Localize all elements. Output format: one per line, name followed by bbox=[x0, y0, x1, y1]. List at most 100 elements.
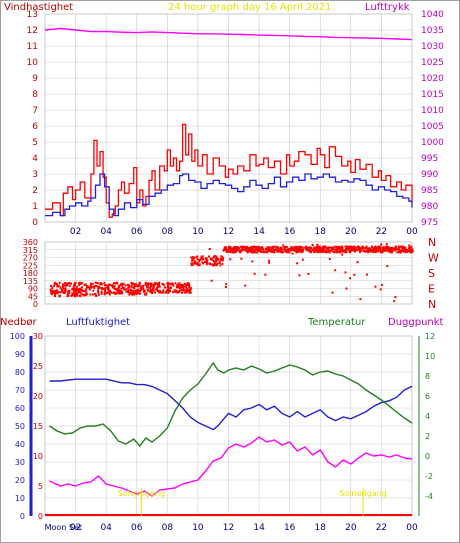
direction-point bbox=[341, 245, 343, 248]
direction-point bbox=[269, 248, 271, 251]
direction-point bbox=[142, 287, 145, 290]
climate-time-tick-label: 16 bbox=[284, 523, 296, 533]
direction-point bbox=[200, 257, 203, 260]
direction-point bbox=[60, 288, 63, 291]
direction-point bbox=[401, 248, 404, 251]
direction-point bbox=[253, 251, 255, 254]
rain-tick-label: 15 bbox=[33, 422, 43, 431]
direction-point bbox=[372, 247, 375, 250]
temperature-tick-label: 10 bbox=[425, 352, 435, 361]
direction-point bbox=[322, 250, 325, 253]
direction-point bbox=[401, 246, 404, 248]
direction-point bbox=[126, 287, 129, 290]
direction-point bbox=[131, 293, 134, 296]
direction-point bbox=[296, 247, 299, 250]
direction-point bbox=[406, 250, 408, 253]
direction-point bbox=[296, 262, 299, 265]
direction-point bbox=[117, 287, 120, 290]
direction-point bbox=[389, 247, 392, 250]
direction-point bbox=[108, 283, 111, 286]
direction-point bbox=[103, 291, 106, 294]
direction-point bbox=[152, 288, 154, 290]
rain-axis-title: Nedbør bbox=[0, 317, 37, 328]
direction-point bbox=[93, 285, 96, 288]
direction-point bbox=[139, 290, 142, 293]
direction-point bbox=[393, 300, 396, 303]
direction-point bbox=[367, 251, 370, 254]
direction-point bbox=[234, 251, 237, 253]
direction-point bbox=[139, 282, 142, 285]
direction-point bbox=[347, 245, 350, 248]
wind-time-tick-label: 04 bbox=[100, 227, 112, 237]
rain-tick-label: 0 bbox=[38, 512, 43, 521]
direction-point bbox=[394, 296, 397, 299]
direction-point bbox=[236, 249, 239, 252]
direction-point bbox=[256, 246, 259, 249]
direction-point bbox=[243, 246, 246, 248]
direction-point bbox=[196, 262, 199, 265]
direction-point bbox=[121, 292, 124, 295]
direction-point bbox=[380, 251, 383, 254]
direction-point bbox=[221, 256, 224, 259]
direction-point bbox=[61, 283, 64, 286]
direction-point bbox=[65, 282, 68, 285]
direction-point bbox=[400, 250, 403, 253]
direction-point bbox=[281, 248, 283, 251]
pressure-tick-label: 1040 bbox=[421, 10, 444, 20]
direction-point bbox=[55, 292, 58, 294]
direction-point bbox=[268, 246, 271, 249]
direction-point bbox=[125, 290, 128, 293]
direction-point bbox=[82, 294, 85, 297]
direction-point bbox=[149, 285, 152, 288]
direction-point bbox=[399, 249, 402, 252]
direction-point bbox=[211, 263, 214, 266]
direction-point bbox=[283, 247, 286, 250]
direction-point bbox=[71, 292, 74, 295]
direction-point bbox=[382, 248, 385, 251]
direction-point bbox=[176, 284, 179, 286]
direction-point bbox=[226, 250, 229, 253]
direction-point bbox=[193, 260, 196, 263]
direction-point bbox=[314, 249, 317, 252]
direction-point bbox=[75, 289, 78, 292]
direction-point bbox=[178, 289, 181, 292]
direction-point bbox=[198, 264, 201, 267]
direction-point bbox=[377, 250, 380, 253]
direction-point bbox=[266, 246, 269, 249]
direction-point bbox=[318, 247, 321, 250]
direction-point bbox=[410, 251, 413, 254]
direction-point bbox=[198, 260, 201, 263]
direction-point bbox=[61, 286, 64, 289]
direction-point bbox=[356, 249, 359, 252]
direction-point bbox=[128, 293, 131, 296]
direction-point bbox=[133, 283, 136, 286]
direction-point bbox=[297, 250, 300, 253]
direction-point bbox=[285, 246, 288, 248]
direction-point bbox=[88, 286, 90, 289]
direction-point bbox=[374, 247, 377, 250]
direction-point bbox=[202, 257, 205, 260]
direction-point bbox=[251, 260, 254, 263]
direction-point bbox=[290, 245, 293, 248]
direction-point bbox=[174, 282, 177, 285]
direction-point bbox=[135, 292, 138, 295]
direction-point bbox=[81, 286, 83, 289]
wind-time-tick-label: 22 bbox=[376, 227, 387, 237]
direction-point bbox=[71, 288, 74, 291]
direction-point bbox=[291, 252, 294, 255]
direction-point bbox=[52, 290, 55, 293]
direction-point bbox=[265, 249, 268, 252]
pressure-tick-label: 1025 bbox=[421, 58, 444, 68]
wind-time-tick-label: 00 bbox=[406, 227, 418, 237]
wind-tick-label: 0 bbox=[32, 218, 38, 228]
direction-point bbox=[215, 259, 218, 262]
direction-point bbox=[97, 282, 100, 285]
direction-point bbox=[266, 247, 269, 250]
direction-point bbox=[88, 288, 91, 291]
direction-point bbox=[149, 289, 152, 292]
direction-point bbox=[328, 246, 330, 249]
direction-point bbox=[107, 287, 110, 290]
direction-point bbox=[276, 250, 279, 253]
direction-point bbox=[245, 246, 248, 248]
